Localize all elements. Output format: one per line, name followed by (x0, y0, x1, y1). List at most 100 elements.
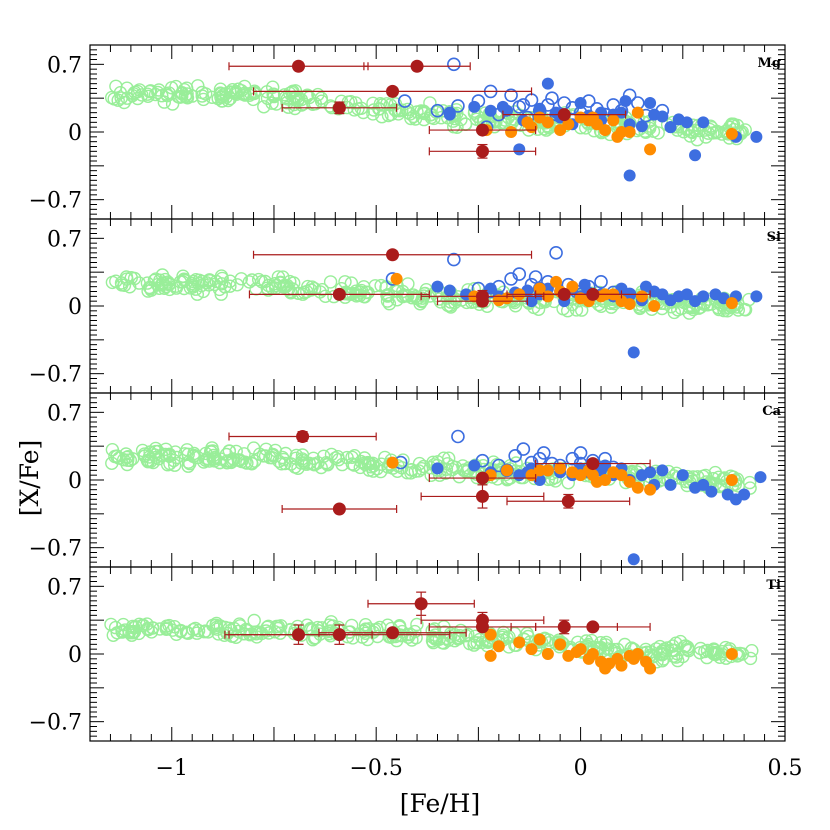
panel-si-red-point (475, 294, 489, 308)
panel-ti-points (104, 591, 759, 675)
panel-mg-green-point (257, 100, 271, 114)
panel-si-green-point (189, 282, 203, 296)
panel-mg-green-point (162, 86, 176, 100)
panel-mg-green-point (195, 85, 209, 100)
panel-mg-green-point (238, 86, 252, 100)
panel-si-blue-point (578, 278, 591, 291)
panel-ti-green-point (128, 620, 143, 634)
panel-mg-y-tick-label: 0 (68, 121, 82, 146)
panel-ca-orange-point (615, 469, 628, 482)
panel-si-green-point (258, 274, 272, 289)
panel-mg-orange-point (599, 124, 612, 137)
panel-si-green-point (315, 283, 329, 297)
panel-ca-red-point (332, 502, 346, 516)
panel-mg-element-label: Mg (758, 56, 781, 71)
panel-mg-orange-point (611, 130, 624, 143)
panel-mg-red-point (475, 123, 489, 137)
panel-mg (89, 44, 786, 220)
panel-mg-green-point (215, 94, 229, 108)
panel-si-green-point (209, 274, 224, 289)
panel-ti-green-point (206, 618, 220, 633)
panel-si-green-point (207, 277, 222, 292)
panel-mg-blue-point (697, 116, 710, 129)
panel-si-green-point (155, 277, 170, 291)
panel-si-green-point (418, 286, 432, 301)
panel-ti-ticks (89, 566, 786, 742)
panel-mg-orange-point (631, 106, 644, 119)
panel-ti-green-point (707, 645, 721, 660)
panel-ca-green-point (120, 457, 134, 472)
panel-si-green-point (411, 291, 425, 305)
panel-ti-green-point (655, 648, 669, 662)
panel-ti-orange-point (484, 649, 497, 662)
panel-ca-blue-point (676, 469, 689, 482)
panel-ca-y-tick-label: 0 (68, 469, 82, 494)
panel-si-green-point (230, 278, 244, 292)
panel-mg-orange-point (505, 126, 518, 138)
panel-ti-orange-point (586, 648, 599, 660)
panel-ti-green-point (708, 647, 723, 662)
panel-ti-green-point (357, 624, 371, 638)
panel-ti-green-point (358, 618, 373, 632)
panel-ca-blue-open-point (573, 446, 588, 460)
panel-ca-blue-point (738, 488, 751, 501)
panel-si-blue-point (431, 280, 444, 293)
panel-ca-green-point (331, 450, 345, 464)
panel-mg-orange-point (607, 114, 620, 127)
panel-mg-green-point (126, 87, 141, 101)
panel-ca-y-tick-label: −0.7 (29, 537, 82, 562)
panel-ti-orange-point (525, 643, 538, 656)
panel-mg-green-point (703, 122, 717, 137)
panel-ti-green-point (452, 631, 467, 645)
panel-mg-ticks (89, 44, 786, 220)
panel-ti-green-point (162, 618, 176, 633)
panel-ca-orange-point (644, 483, 657, 496)
panel-si-orange-point (566, 280, 579, 293)
panel-ca-red-point (475, 489, 489, 503)
panel-si-green-point (150, 278, 165, 292)
panel-si-green-point (358, 290, 372, 304)
panel-mg-blue-point (484, 104, 497, 117)
panel-si-y-tick-label: −0.7 (29, 363, 82, 388)
panel-mg-blue-point (619, 95, 632, 108)
panel-mg-red-point (332, 101, 346, 115)
x-tick-label: −1 (156, 756, 188, 781)
panel-mg-green-point (404, 111, 418, 126)
x-tick-label: 0 (574, 756, 588, 781)
panel-ca-ticks (89, 392, 786, 568)
panel-ti-y-tick-label: 0.7 (47, 575, 82, 600)
panel-mg-orange-point (541, 116, 554, 129)
panel-si-green-point (124, 271, 139, 285)
panel-si-green-point (261, 278, 276, 293)
panel-ti-green-point (197, 625, 212, 639)
panel-mg-green-point (140, 87, 155, 101)
panel-ti-green-point (346, 631, 360, 645)
panel-ca-green-point (347, 449, 362, 463)
panel-si-points (105, 246, 763, 359)
panel-ca-green-point (345, 450, 359, 464)
panel-ca-blue-point (431, 462, 444, 475)
panel-ti-green-point (435, 635, 449, 650)
panel-mg-red-point (410, 59, 424, 73)
panel-ti-green-point (126, 625, 141, 640)
panel-si-green-point (291, 286, 305, 300)
panel-mg-blue-point (533, 102, 546, 115)
panel-ca-green-point (167, 458, 182, 472)
panel-si-green-point (169, 281, 184, 295)
panel-mg-blue-point (656, 110, 669, 123)
panel-ca-green-point (277, 452, 291, 467)
panel-ti-orange-point (554, 638, 567, 651)
panel-si-green-point (284, 286, 298, 300)
panel-ca-blue-open-point (508, 449, 522, 463)
panel-mg-green-point (710, 124, 724, 139)
panel-ti-green-point (132, 626, 146, 641)
panel-si-orange-point (390, 272, 403, 285)
panels-layer (89, 44, 786, 742)
panel-ca-blue-point (656, 464, 669, 477)
panel-mg-orange-point (562, 118, 575, 131)
panel-mg-blue-point (541, 77, 554, 90)
panel-mg-blue-point (664, 121, 677, 134)
panel-mg-y-tick-label: 0.7 (47, 53, 82, 78)
panel-ca-green-point (119, 447, 133, 461)
